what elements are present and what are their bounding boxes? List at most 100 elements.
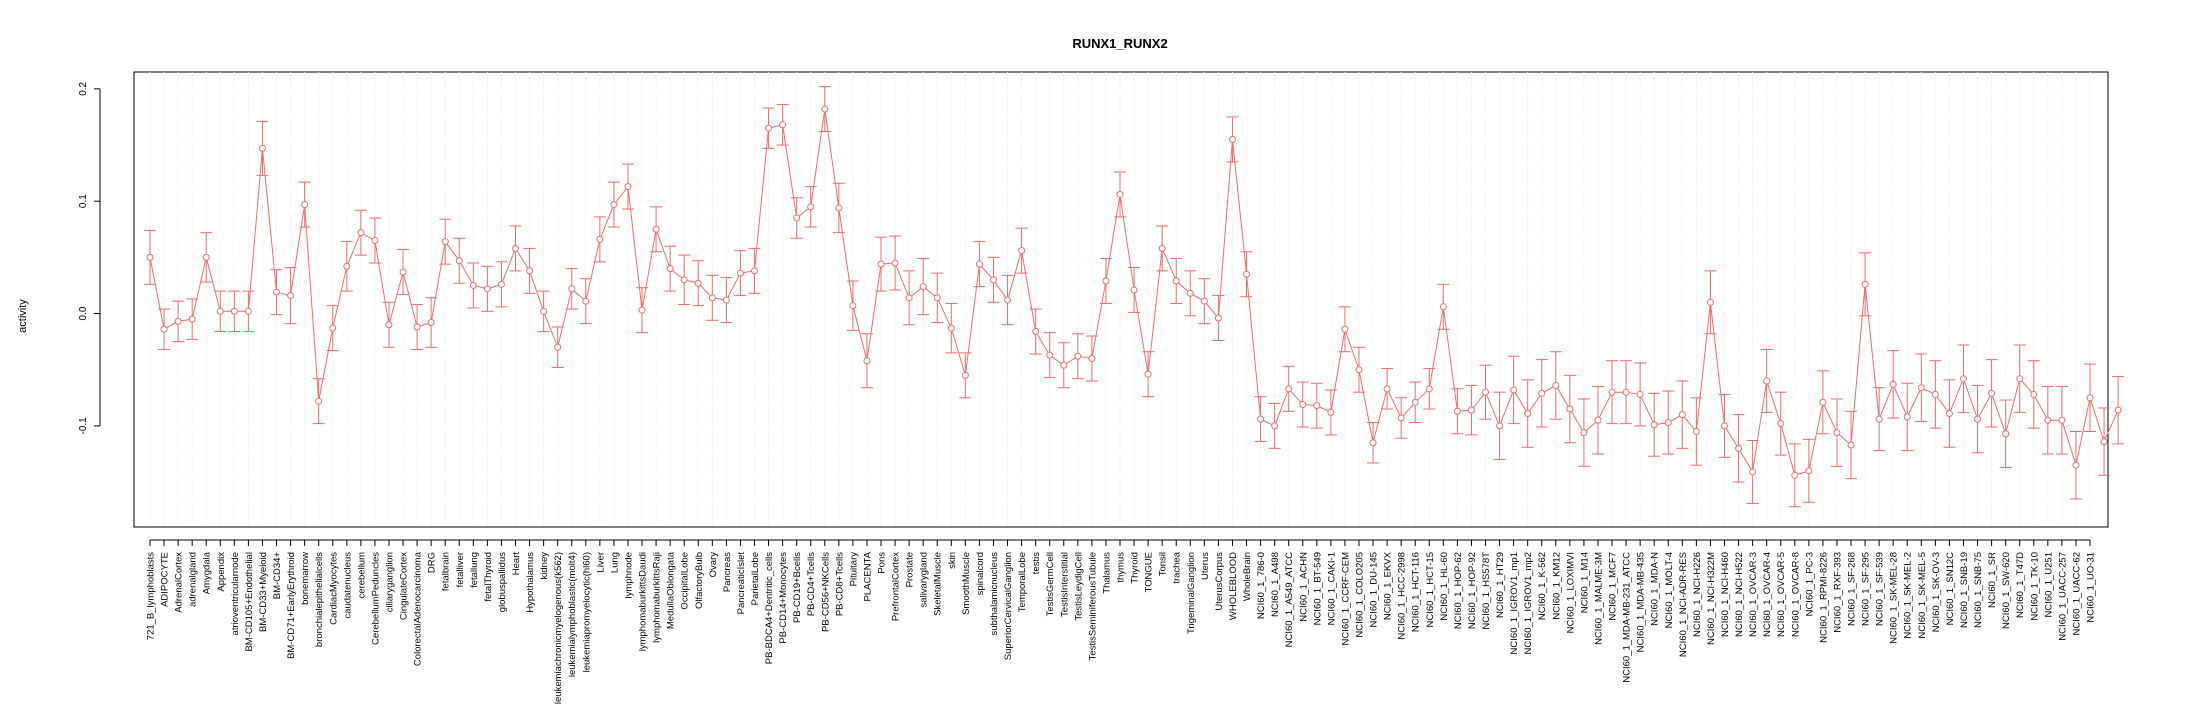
data-point bbox=[638, 306, 646, 314]
x-tick-label: subthalamicnucleus bbox=[989, 552, 1000, 636]
data-point bbox=[1453, 407, 1461, 415]
x-tick-label: ParietalLobe bbox=[750, 552, 761, 605]
x-tick-label: NCI60_1_A549_ATCC bbox=[1284, 552, 1295, 648]
x-tick-label: NCI60_1_COLO205 bbox=[1354, 552, 1365, 638]
data-point bbox=[1636, 390, 1644, 398]
x-tick-label: NCI60_1_OVCAR-5 bbox=[1776, 552, 1787, 637]
x-tick-label: NCI60_1_SN12C bbox=[1945, 552, 1956, 626]
x-tick-label: Ovary bbox=[708, 552, 719, 578]
data-point bbox=[1285, 385, 1293, 393]
x-tick-label: fetalliver bbox=[455, 552, 466, 587]
x-tick-label: NCI60_1_ACHN bbox=[1298, 552, 1309, 622]
x-tick-label: ColorectalAdenocarcinoma bbox=[413, 551, 424, 666]
x-tick-label: Amygdala bbox=[202, 551, 213, 594]
series-layer bbox=[144, 86, 2125, 508]
data-point bbox=[680, 276, 688, 284]
x-tick-label: spinalcord bbox=[975, 552, 986, 595]
x-tick-label: TestisGermCell bbox=[1045, 552, 1056, 616]
x-tick-label: NCI60_1_CCRF-CEM bbox=[1340, 552, 1351, 646]
data-point bbox=[1482, 388, 1490, 396]
x-tick-label: NCI60_1_SK-MEL-28 bbox=[1889, 552, 1900, 644]
data-point bbox=[1608, 388, 1616, 396]
x-tick-label: SkeletalMuscle bbox=[933, 552, 944, 616]
x-tick-label: PrefrontalCortex bbox=[891, 552, 902, 621]
x-tick-label: NCI60_1_NCI-ADR-RES bbox=[1678, 552, 1689, 657]
data-point bbox=[1439, 303, 1447, 311]
x-tick-label: BM-CD34+ bbox=[272, 552, 283, 600]
x-tick-label: OccipitalLobe bbox=[680, 552, 691, 610]
x-tick-label: CingulateCortex bbox=[399, 552, 410, 620]
y-axis-label: activity bbox=[17, 299, 29, 333]
x-tick-label: NCI60_1_HOP-62 bbox=[1453, 552, 1464, 629]
data-point bbox=[258, 144, 266, 152]
x-tick-label: lymphomaburkittsDaudi bbox=[638, 552, 649, 651]
data-point bbox=[216, 307, 224, 315]
x-axis: 721_B_lymphoblasts ADIPOCYTE AdrenalCortex… bbox=[146, 539, 2097, 704]
data-point bbox=[1959, 375, 1967, 383]
x-tick-label: NCI60_1_DU-145 bbox=[1369, 552, 1380, 628]
data-point bbox=[301, 201, 309, 209]
data-point bbox=[1594, 416, 1602, 424]
data-point bbox=[624, 183, 632, 191]
x-tick-label: NCI60_1_U251 bbox=[2043, 552, 2054, 618]
x-tick-label: Uterus bbox=[1200, 552, 1211, 580]
x-tick-label: NCI60_1_HCT-116 bbox=[1411, 552, 1422, 632]
x-tick-label: NCI60_1_CAKI-1 bbox=[1326, 552, 1337, 625]
data-point bbox=[1467, 406, 1475, 414]
data-point bbox=[1692, 428, 1700, 436]
x-tick-label: PB-CD56+NKCells bbox=[820, 552, 831, 632]
x-tick-label: fetalThyroid bbox=[483, 552, 494, 602]
data-point bbox=[1341, 325, 1349, 333]
x-tick-label: cerebellum bbox=[356, 552, 367, 599]
x-tick-label: 721_B_lymphoblasts bbox=[146, 552, 157, 640]
data-point bbox=[1228, 135, 1236, 143]
x-tick-label: UterusCorpus bbox=[1214, 552, 1225, 611]
x-tick-label: PancreaticIslet bbox=[736, 552, 747, 615]
data-point bbox=[371, 237, 379, 245]
data-point bbox=[750, 267, 758, 275]
data-point bbox=[1102, 277, 1110, 285]
data-point bbox=[596, 235, 604, 243]
x-tick-label: globuspallidus bbox=[497, 552, 508, 612]
data-point bbox=[1158, 244, 1166, 252]
x-tick-label: NCI60_1_UACC-257 bbox=[2057, 552, 2068, 641]
data-point bbox=[1847, 441, 1855, 449]
x-tick-label: NCI60_1_SK-MEL-2 bbox=[1903, 552, 1914, 639]
data-point bbox=[793, 214, 801, 222]
data-point bbox=[1749, 468, 1757, 476]
data-point bbox=[863, 357, 871, 365]
data-point bbox=[1875, 415, 1883, 423]
data-point bbox=[652, 225, 660, 233]
x-tick-label: NCI60_1_HCC-2998 bbox=[1397, 552, 1408, 640]
data-point bbox=[821, 105, 829, 113]
x-tick-label: ciliaryganglion bbox=[384, 552, 395, 612]
data-point bbox=[1243, 270, 1251, 278]
x-tick-label: NCI60_1_SK-MEL-5 bbox=[1917, 552, 1928, 639]
y-tick-label: 0.2 bbox=[78, 81, 89, 95]
data-point bbox=[385, 321, 393, 329]
data-point bbox=[2072, 461, 2080, 469]
x-tick-label: NCI60_1_IGROV1_mp2 bbox=[1523, 552, 1534, 654]
grid-layer bbox=[149, 72, 2091, 527]
x-tick-label: Hypothalamus bbox=[525, 552, 536, 613]
chart-title: RUNX1_RUNX2 bbox=[1072, 36, 1167, 51]
x-tick-label: NCI60_1_A498 bbox=[1270, 552, 1281, 617]
data-point bbox=[947, 324, 955, 332]
x-tick-label: NCI60_1_SW-620 bbox=[2001, 552, 2012, 629]
data-point bbox=[1397, 414, 1405, 422]
data-point bbox=[483, 285, 491, 293]
x-tick-label: PB-CD14+Monocytes bbox=[778, 552, 789, 644]
data-point bbox=[849, 302, 857, 310]
x-tick-label: Pituitary bbox=[848, 552, 859, 587]
data-point bbox=[244, 307, 252, 315]
data-point bbox=[1060, 361, 1068, 369]
x-tick-label: Prostate bbox=[905, 552, 916, 587]
x-tick-label: NCI60_1_786-0 bbox=[1256, 552, 1267, 619]
x-tick-label: NCI60_1_NCI-H522 bbox=[1734, 552, 1745, 637]
data-point bbox=[512, 244, 520, 252]
data-point bbox=[1664, 419, 1672, 427]
data-point bbox=[2030, 390, 2038, 398]
data-point bbox=[1622, 388, 1630, 396]
